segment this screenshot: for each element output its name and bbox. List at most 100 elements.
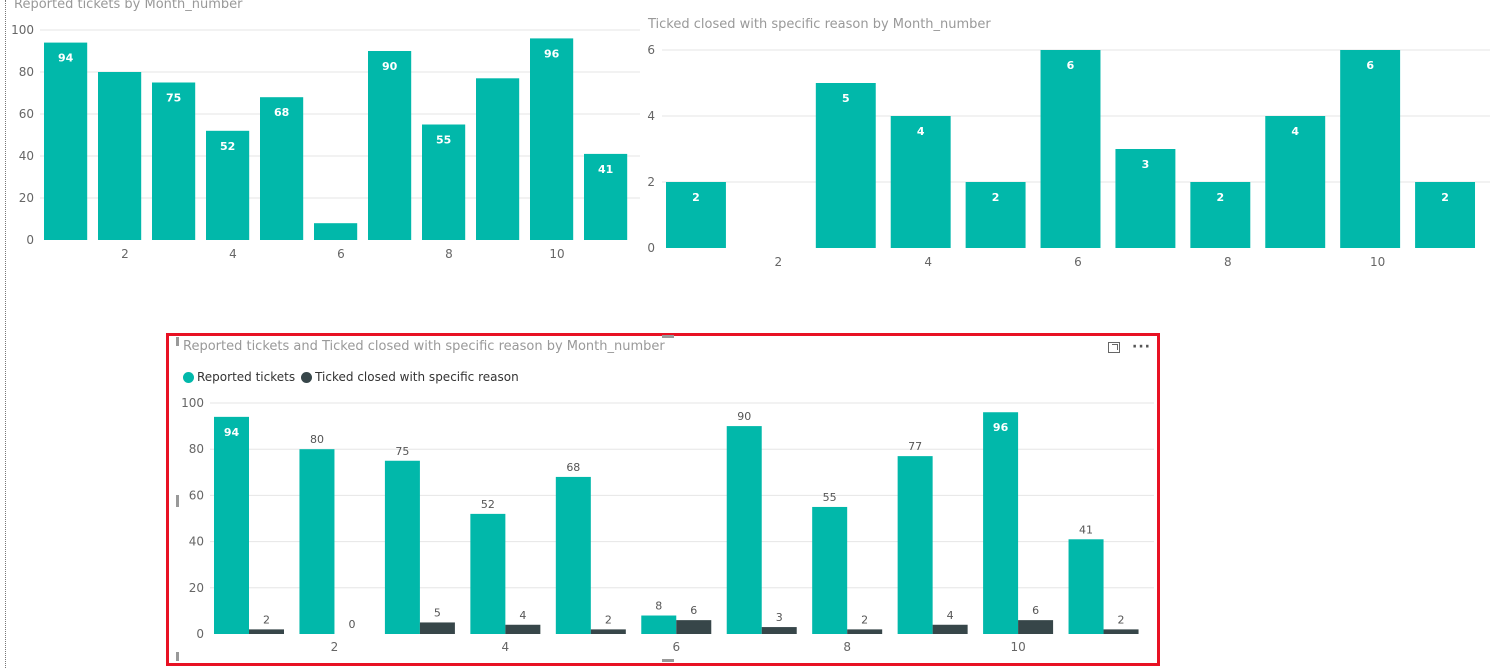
chart-2-bar (1115, 149, 1176, 248)
chart-2-data-label: 6 (1067, 59, 1075, 72)
chart-3-y-tick-label: 0 (196, 627, 204, 641)
chart-1-y-tick-label: 80 (19, 65, 34, 79)
chart-2-bar (1190, 182, 1251, 248)
legend-swatch-reported-tickets (183, 371, 194, 383)
chart-1-y-tick-label: 40 (19, 149, 34, 163)
chart-2-y-tick-label: 0 (647, 241, 655, 255)
chart-3-bar-series-1 (214, 416, 249, 634)
chart-3-bar-series-1 (1068, 539, 1104, 634)
chart-1-x-tick-label: 8 (445, 247, 453, 261)
chart-1-bar (368, 51, 412, 240)
chart-3-data-label-series-2: 4 (947, 609, 954, 622)
chart-3-x-tick-label: 6 (672, 640, 680, 654)
resize-handle-bottomleft[interactable] (176, 652, 179, 661)
chart-3-y-tick-label: 20 (189, 581, 204, 595)
chart-3-data-label-series-2: 2 (263, 613, 270, 626)
chart-2-x-tick-label: 10 (1370, 255, 1385, 269)
chart-1-bar (206, 130, 250, 240)
chart-1-bar (44, 42, 88, 240)
chart-2-x-tick-label: 6 (1074, 255, 1082, 269)
chart-3-bar-series-1 (983, 412, 1019, 634)
chart-3-data-label-series-1: 80 (310, 433, 324, 446)
chart-3-x-tick-label: 4 (502, 640, 510, 654)
chart-3-bar-series-2 (249, 629, 284, 634)
chart-1-y-tick-label: 0 (26, 233, 34, 247)
chart-3-data-label-series-1: 90 (737, 410, 751, 423)
chart-3-data-label-series-1: 94 (224, 426, 240, 439)
chart-3-bar-series-2 (932, 624, 968, 634)
chart-3-x-tick-label: 10 (1010, 640, 1025, 654)
chart-2-data-label: 4 (917, 125, 925, 138)
chart-2-y-tick-label: 2 (647, 175, 655, 189)
chart-2-y-tick-label: 4 (647, 109, 655, 123)
chart-2-data-label: 6 (1366, 59, 1374, 72)
chart-1-data-label: 75 (166, 92, 181, 105)
resize-handle-left[interactable] (176, 495, 179, 507)
chart-3-bar-series-2 (505, 624, 541, 634)
selected-visual-frame[interactable] (166, 333, 1160, 666)
chart-3-data-label-series-2: 5 (434, 606, 441, 619)
focus-mode-icon[interactable] (1108, 341, 1120, 353)
legend-swatch-ticked-closed (301, 371, 313, 383)
chart-3-y-tick-label: 100 (181, 396, 204, 410)
chart-2-data-label: 2 (1441, 191, 1449, 204)
chart-3-bar-series-1 (470, 513, 506, 634)
chart-3-data-label-series-1: 8 (655, 600, 662, 613)
resize-handle-topleft[interactable] (176, 337, 179, 346)
chart-2-bar (815, 83, 876, 248)
chart-3-bar-series-2 (1018, 620, 1054, 634)
chart-3-y-tick-label: 60 (189, 488, 204, 502)
chart-1-data-label: 55 (436, 134, 451, 147)
resize-handle-top[interactable] (662, 335, 674, 338)
chart-3-data-label-series-2: 2 (605, 613, 612, 626)
chart-3-bar-series-1 (384, 460, 420, 634)
chart-3-bar-series-2 (847, 629, 883, 634)
chart-1-x-tick-label: 2 (121, 247, 129, 261)
chart-3-bar-series-1 (726, 426, 762, 634)
chart-3-bar-series-1 (897, 456, 933, 634)
chart-1-x-tick-label: 6 (337, 247, 345, 261)
chart-2-bar (890, 116, 951, 248)
chart-1-title: Reported tickets by Month_number (14, 0, 243, 12)
visual-header-icons: ··· (1108, 340, 1151, 354)
chart-2-data-label: 2 (1216, 191, 1224, 204)
chart-2-x-tick-label: 4 (924, 255, 932, 269)
chart-2-x-tick-label: 2 (775, 255, 783, 269)
chart-3-y-tick-label: 40 (189, 535, 204, 549)
chart-3-data-label-series-2: 2 (1118, 613, 1125, 626)
chart-2-data-label: 2 (692, 191, 700, 204)
legend-item-reported-tickets[interactable]: Reported tickets (183, 370, 295, 384)
chart-1-bar (260, 97, 304, 240)
resize-handle-bottom[interactable] (662, 659, 674, 662)
chart-2-bar (1340, 50, 1401, 248)
chart-3-x-tick-label: 2 (331, 640, 339, 654)
chart-3-y-tick-label: 80 (189, 442, 204, 456)
chart-3-bar-series-2 (590, 629, 626, 634)
chart-3-data-label-series-2: 6 (1032, 604, 1039, 617)
chart-2-bar (1415, 182, 1476, 248)
chart-1-bar (584, 153, 628, 240)
chart-3-data-label-series-2: 0 (348, 618, 355, 631)
chart-1-y-tick-label: 100 (11, 23, 34, 37)
chart-1-bar (530, 38, 574, 241)
chart-2-data-label: 3 (1142, 158, 1150, 171)
chart-3-data-label-series-1: 52 (481, 498, 495, 511)
chart-3-data-label-series-2: 2 (861, 613, 868, 626)
more-options-icon[interactable]: ··· (1132, 339, 1151, 355)
chart-2-title: Ticked closed with specific reason by Mo… (648, 17, 991, 32)
chart-2-bar (1265, 116, 1326, 248)
chart-2-bar (965, 182, 1026, 248)
chart-1-data-label: 94 (58, 52, 74, 65)
legend-item-ticked-closed[interactable]: Ticked closed with specific reason (301, 370, 519, 384)
chart-2-bar (1040, 50, 1101, 248)
chart-3-bar-series-2 (761, 627, 797, 634)
chart-1-x-tick-label: 10 (549, 247, 564, 261)
chart-3-data-label-series-2: 3 (776, 611, 783, 624)
chart-3-data-label-series-1: 68 (566, 461, 580, 474)
chart-3-data-label-series-1: 77 (908, 440, 922, 453)
chart-3-bar-series-1 (555, 476, 591, 634)
chart-3-x-tick-label: 8 (843, 640, 851, 654)
chart-1-data-label: 96 (544, 47, 560, 60)
chart-3-bar-series-2 (419, 622, 455, 634)
